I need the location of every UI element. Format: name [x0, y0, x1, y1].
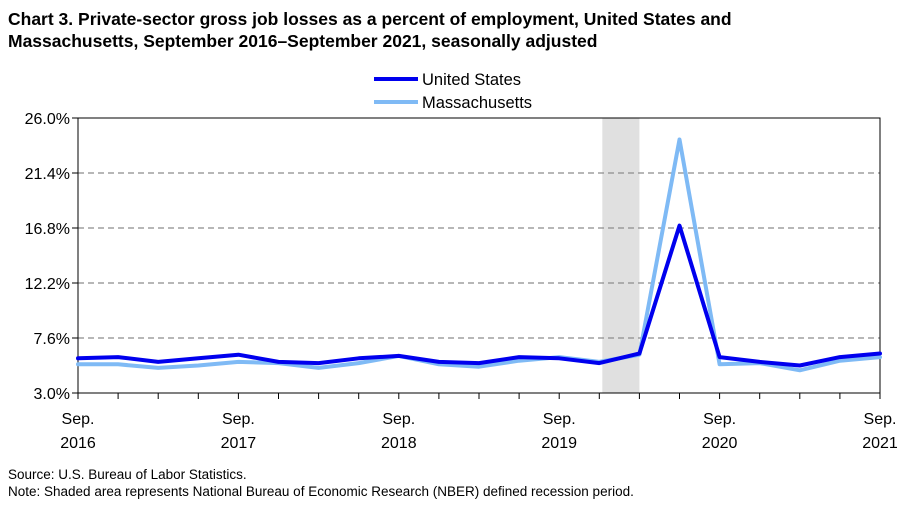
x-tick-label-0-year: 2016 — [60, 435, 96, 452]
y-tick-label-4: 21.4% — [25, 166, 70, 183]
chart-title-line-2: Massachusetts, September 2016–September … — [8, 31, 598, 51]
x-tick-label-1-year: 2017 — [221, 435, 257, 452]
y-tick-label-5: 26.0% — [25, 111, 70, 128]
x-tick-label-5-month: Sep. — [864, 411, 897, 428]
source-note: Source: U.S. Bureau of Labor Statistics. — [8, 467, 247, 482]
series-line-massachusetts — [76, 137, 882, 373]
y-tick-label-1: 7.6% — [34, 331, 70, 348]
x-tick-label-4-year: 2020 — [702, 435, 738, 452]
recession-note: Note: Shaded area represents National Bu… — [8, 484, 634, 499]
y-tick-label-2: 12.2% — [25, 276, 70, 293]
legend-label-massachusetts: Massachusetts — [422, 94, 532, 112]
x-tick-label-5-year: 2021 — [862, 435, 898, 452]
chart-title-line-1: Chart 3. Private-sector gross job losses… — [8, 9, 732, 29]
x-tick-label-2-year: 2018 — [381, 435, 417, 452]
legend-label-united-states: United States — [422, 71, 521, 89]
x-tick-label-3-year: 2019 — [541, 435, 577, 452]
recession-shading — [602, 118, 640, 393]
chart-footer: Source: U.S. Bureau of Labor Statistics.… — [8, 466, 634, 500]
y-tick-label-0: 3.0% — [34, 386, 70, 403]
x-tick-label-2-month: Sep. — [382, 411, 415, 428]
x-tick-label-4-month: Sep. — [703, 411, 736, 428]
chart-title: Chart 3. Private-sector gross job losses… — [8, 8, 913, 52]
x-tick-label-3-month: Sep. — [543, 411, 576, 428]
plot-area-border — [77, 117, 881, 394]
x-tick-label-1-month: Sep. — [222, 411, 255, 428]
series-line-united-states — [76, 223, 882, 368]
x-tick-label-0-month: Sep. — [62, 411, 95, 428]
y-tick-label-3: 16.8% — [25, 221, 70, 238]
